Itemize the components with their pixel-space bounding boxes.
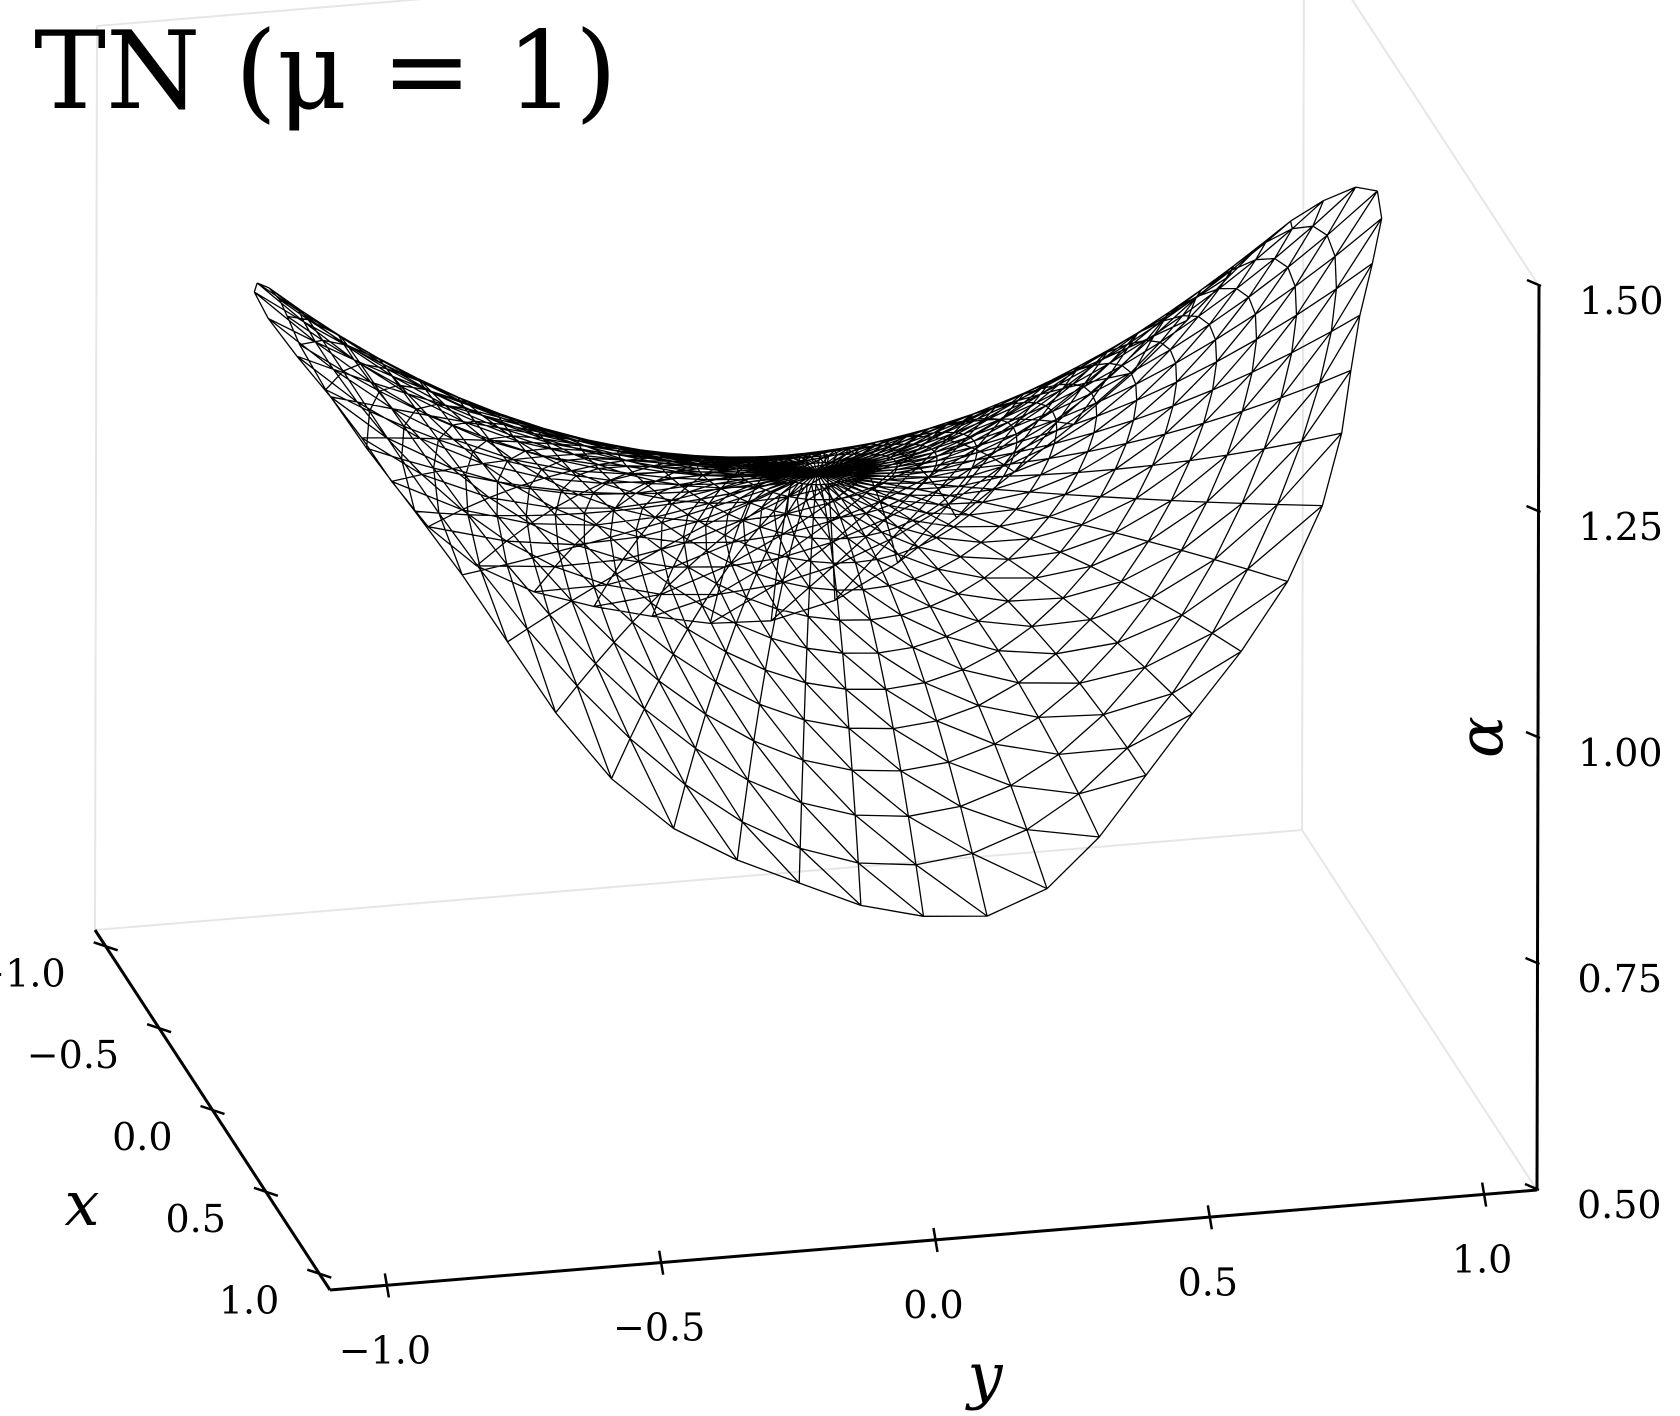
x-tick-label: 0.5: [165, 1197, 225, 1241]
surface-wireframe: [253, 186, 1383, 917]
y-tick-label: 0.5: [1178, 1260, 1238, 1304]
y-tick: [657, 1250, 665, 1275]
z-tick-label: 1.00: [1578, 731, 1663, 775]
x-tick-label: −1.0: [0, 951, 66, 995]
x-axis-title: x: [65, 1167, 100, 1240]
z-tick: [1526, 278, 1542, 288]
pane-edge: [94, 829, 1303, 931]
z-tick-label: 1.25: [1579, 505, 1664, 549]
x-tick-label: 1.0: [219, 1279, 279, 1323]
x-tick: [200, 1104, 225, 1116]
z-tick: [1525, 956, 1540, 966]
z-tick: [1524, 1182, 1540, 1192]
pane-edge: [1301, 829, 1538, 1191]
x-tick: [146, 1022, 172, 1034]
pane-edge: [96, 0, 423, 27]
z-tick-label: 0.75: [1578, 957, 1663, 1001]
pane-edge: [94, 25, 98, 931]
x-tick-label: 0.0: [112, 1115, 172, 1159]
x-tick: [253, 1186, 279, 1198]
y-axis-title: y: [964, 1339, 1003, 1412]
axes: [93, 278, 1542, 1298]
pane-edge: [1301, 0, 1305, 831]
x-tick: [93, 941, 119, 952]
z-tick: [1526, 504, 1541, 514]
x-tick: [306, 1268, 332, 1279]
y-tick-label: −1.0: [339, 1328, 431, 1372]
y-tick-label: −0.5: [613, 1306, 705, 1350]
z-tick-label: 0.50: [1577, 1183, 1662, 1227]
x-tick-label: −0.5: [27, 1033, 119, 1077]
y-tick-label: 0.0: [903, 1283, 963, 1327]
z-axis-title: α: [1444, 716, 1517, 758]
y-tick-label: 1.0: [1452, 1238, 1512, 1282]
y-axis-line: [329, 1188, 1538, 1292]
z-tick-label: 1.50: [1579, 279, 1664, 323]
y-tick: [932, 1227, 939, 1253]
y-tick: [383, 1273, 391, 1298]
y-tick: [1480, 1182, 1488, 1207]
surface-mesh: [253, 186, 1383, 917]
y-tick: [1206, 1205, 1214, 1230]
chart-title: TN (μ = 1): [34, 9, 617, 134]
z-tick: [1525, 730, 1541, 740]
pane-edge: [1351, 0, 1540, 287]
